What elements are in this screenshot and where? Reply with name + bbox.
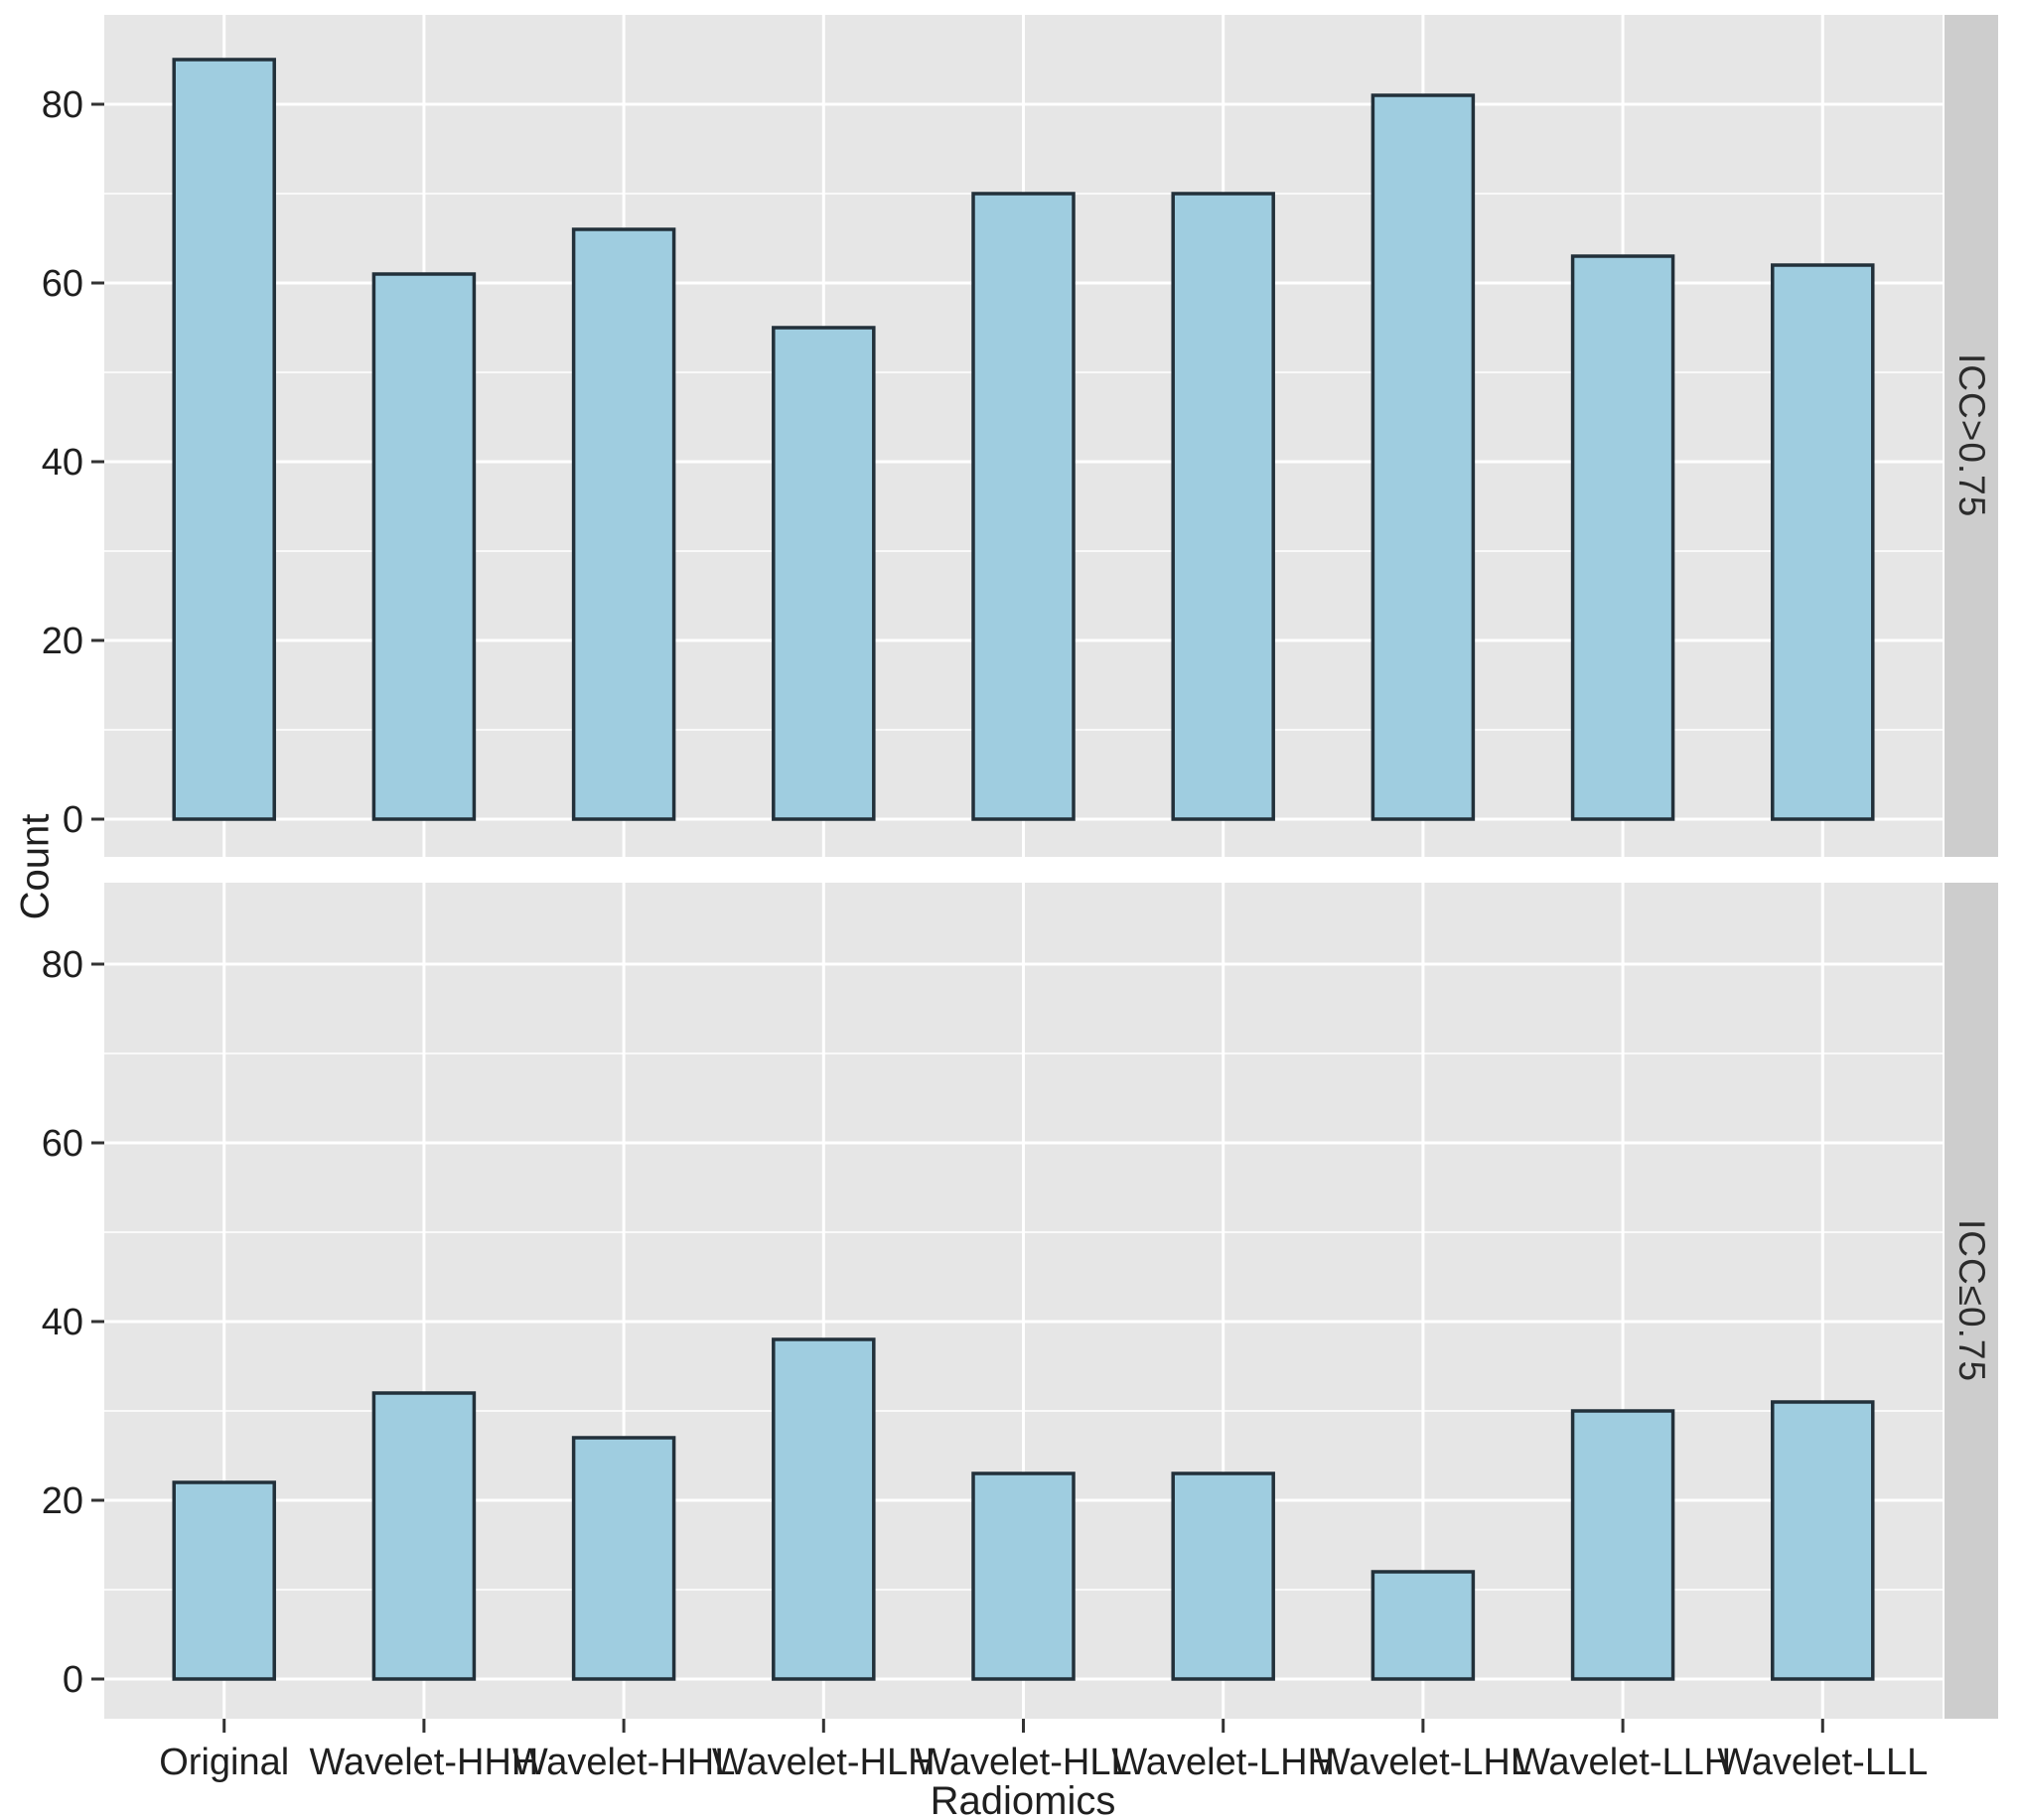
y-tick-label: 20 [42, 621, 83, 662]
y-tick-label: 80 [42, 944, 83, 986]
bar-wavelet-lll [1771, 1400, 1875, 1681]
bar-wavelet-lhl [1370, 1570, 1476, 1681]
x-tick-label: Wavelet-HHL [512, 1742, 736, 1783]
x-tick-label: Wavelet-HHH [309, 1742, 538, 1783]
facet-strip-icc-le-075: ICC≤0.75 [1945, 883, 1998, 1719]
x-tick-label: Wavelet-HLH [712, 1742, 936, 1783]
facet-strip-icc-gt-075: ICC>0.75 [1945, 15, 1998, 857]
bar-wavelet-hhh [371, 272, 477, 821]
y-axis-title: Count [13, 813, 58, 920]
bar-wavelet-lhh [1171, 1471, 1275, 1681]
facet-strip-label: ICC≤0.75 [1951, 1218, 1992, 1383]
bar-wavelet-llh [1570, 1409, 1675, 1681]
facet-strip-label: ICC>0.75 [1951, 353, 1992, 518]
bar-wavelet-hlh [772, 1337, 876, 1681]
y-tick-label: 40 [42, 1302, 83, 1343]
x-tick-label: Wavelet-LHH [1111, 1742, 1335, 1783]
x-tick-label: Wavelet-HLL [915, 1742, 1131, 1783]
y-tick-label: 0 [63, 1659, 83, 1701]
y-tick-label: 60 [42, 1123, 83, 1165]
bar-wavelet-hlh [772, 326, 876, 821]
bar-original [172, 1480, 276, 1681]
bar-original [172, 58, 276, 821]
bar-wavelet-hhh [371, 1391, 477, 1681]
y-tick-label: 80 [42, 84, 83, 126]
bar-wavelet-llh [1570, 254, 1675, 821]
bar-wavelet-hhl [571, 227, 676, 821]
bar-wavelet-hhl [571, 1436, 676, 1681]
x-axis-title: Radiomics [930, 1779, 1116, 1820]
bar-wavelet-hll [971, 192, 1076, 821]
bar-wavelet-lhl [1370, 93, 1476, 821]
bar-wavelet-hll [971, 1471, 1076, 1681]
bar-wavelet-lhh [1171, 192, 1275, 821]
y-tick-label: 40 [42, 442, 83, 484]
x-tick-label: Wavelet-LLL [1717, 1742, 1928, 1783]
x-tick-label: Original [159, 1742, 289, 1783]
x-tick-label: Wavelet-LHL [1315, 1742, 1531, 1783]
y-tick-label: 20 [42, 1480, 83, 1522]
bar-wavelet-lll [1771, 263, 1875, 821]
y-tick-label: 0 [63, 799, 83, 841]
y-tick-label: 60 [42, 263, 83, 305]
x-tick-label: Wavelet-LLH [1514, 1742, 1731, 1783]
